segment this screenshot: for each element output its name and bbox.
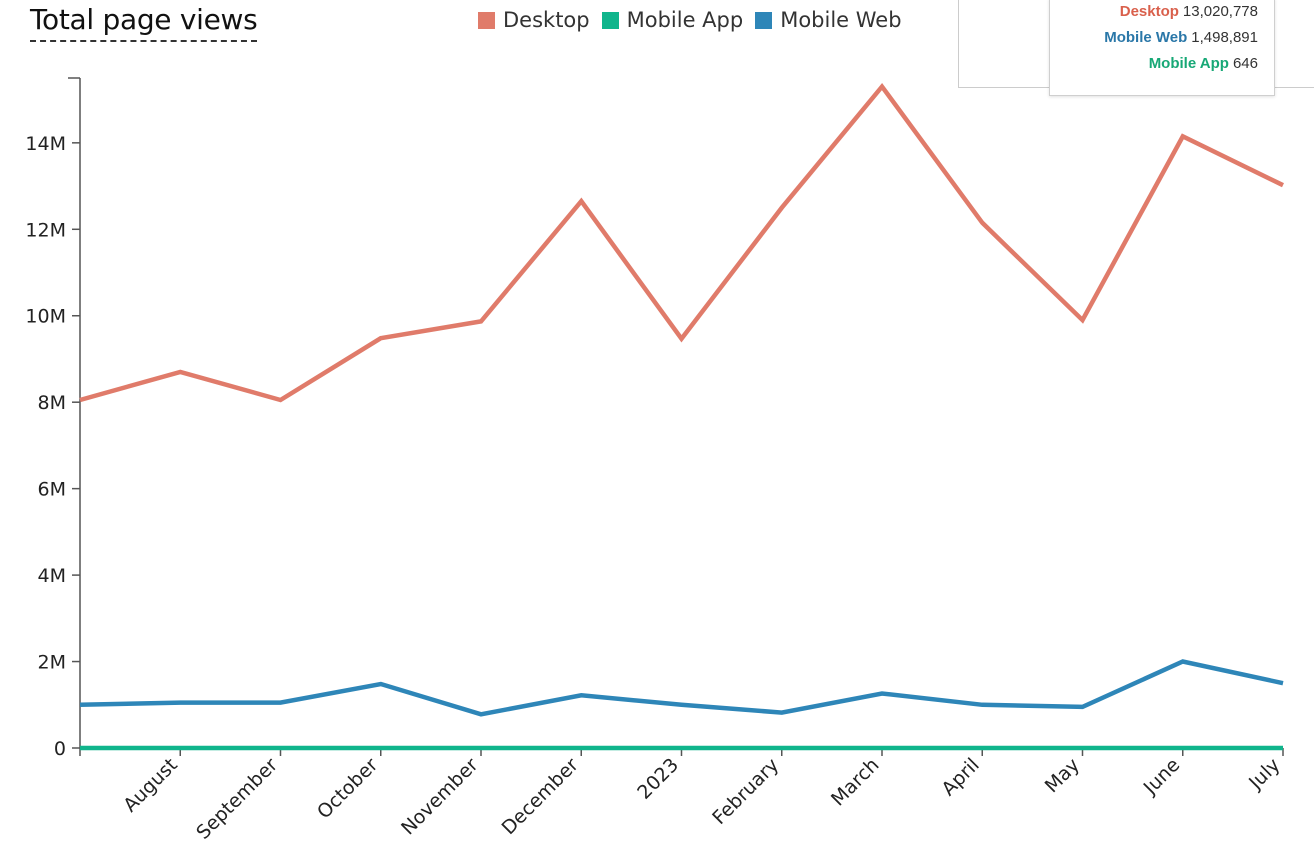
tooltip-name-mobile-app: Mobile App [1148,55,1229,72]
tooltip-value-mobile-web: 1,498,891 [1191,29,1258,46]
y-tick-label: 12M [25,219,66,241]
legend-label-desktop: Desktop [503,8,590,32]
y-tick-label: 4M [38,565,66,587]
y-tick-label: 8M [38,392,66,414]
x-tick-label: July [1244,754,1284,794]
legend: Desktop Mobile App Mobile Web [478,8,914,32]
y-tick-label: 2M [38,652,66,674]
legend-label-mobile-app: Mobile App [626,8,744,32]
y-tick-label: 14M [25,133,66,155]
x-tick-label: 2023 [633,754,683,804]
x-tick-label: May [1041,754,1084,797]
legend-item-mobile-web[interactable]: Mobile Web [755,8,902,32]
x-tick-label: September [192,754,282,844]
tooltip-value-desktop: 13,020,778 [1182,3,1258,20]
tooltip-name-desktop: Desktop [1119,3,1179,20]
series-line-desktop [79,82,1284,403]
legend-item-desktop[interactable]: Desktop [478,8,590,32]
x-tick-label: August [119,754,182,817]
legend-swatch-desktop [478,11,495,29]
x-tick-label: June [1139,754,1185,800]
tooltip-name-mobile-web: Mobile Web [1104,29,1188,46]
series-line-mobile-web [79,659,1284,717]
tooltip-row-desktop: Desktop 13,020,778 [1120,3,1258,20]
x-tick-label: February [708,754,783,829]
y-tick-label: 6M [38,479,66,501]
y-tick-label: 0 [54,738,66,760]
y-tick-label: 10M [25,306,66,328]
legend-label-mobile-web: Mobile Web [780,8,902,32]
tooltip-row-mobile-app: Mobile App 646 [1149,55,1258,72]
chart-title: Total page views [30,0,258,42]
x-tick-label: October [313,754,382,823]
legend-item-mobile-app[interactable]: Mobile App [601,8,744,32]
x-tick-label: April [938,754,984,800]
legend-swatch-mobile-app [601,11,619,29]
legend-swatch-mobile-web [755,11,773,29]
tooltip-row-mobile-web: Mobile Web 1,498,891 [1104,29,1258,46]
tooltip: Desktop 13,020,778 Mobile Web 1,498,891 Mo… [1049,0,1275,96]
tooltip-value-mobile-app: 646 [1232,55,1258,72]
x-tick-label: December [498,754,583,839]
x-tick-label: March [827,754,884,811]
x-tick-label: November [397,754,483,840]
